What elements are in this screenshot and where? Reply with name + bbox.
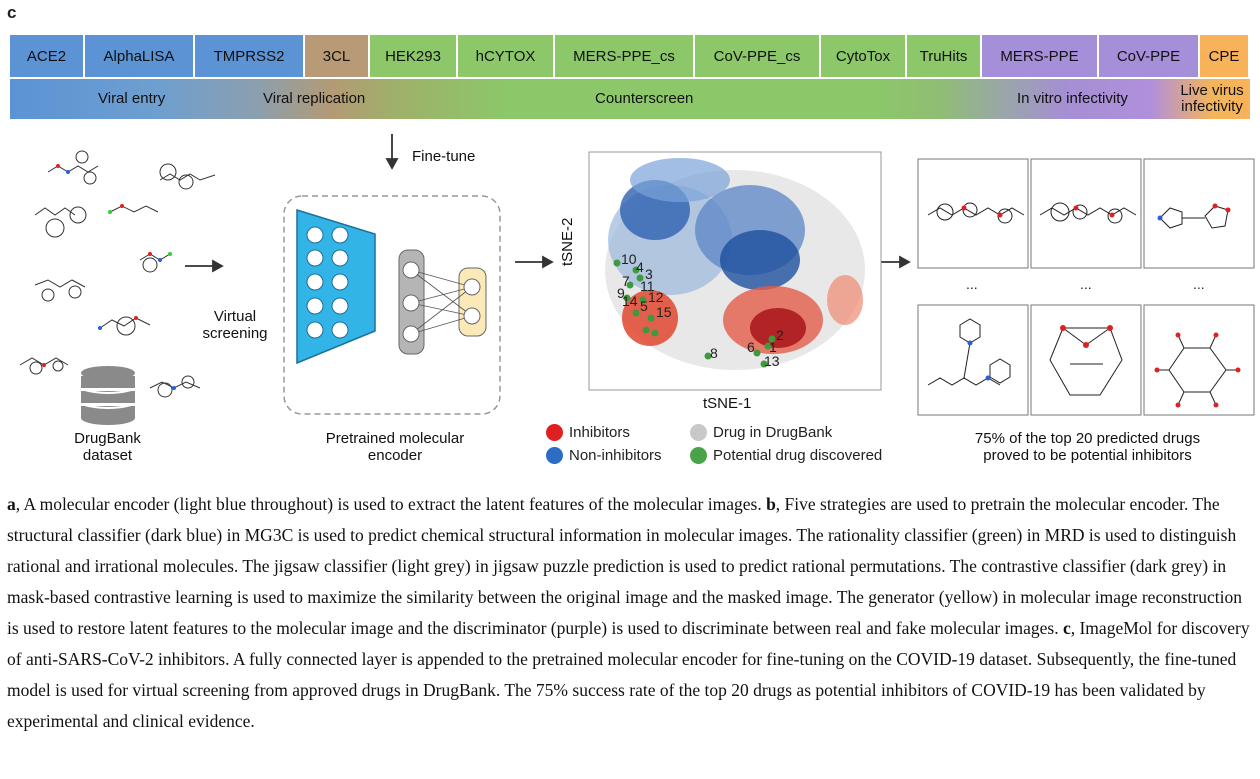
assay-cell: CoV-PPE bbox=[1099, 35, 1200, 77]
tsne-label: 1 bbox=[769, 339, 777, 355]
pretrained-encoder-label: Pretrained molecular encoder bbox=[325, 430, 465, 464]
caption-c-label: c bbox=[1062, 618, 1071, 638]
assay-cell: HEK293 bbox=[370, 35, 458, 77]
category-viral-replication: Viral replication bbox=[263, 90, 366, 107]
assay-cell: CoV-PPE_cs bbox=[695, 35, 821, 77]
assay-cell: CytoTox bbox=[821, 35, 907, 77]
tsne-label: 2 bbox=[776, 327, 784, 343]
tsne-label: 13 bbox=[764, 353, 780, 369]
tsne-x-label: tSNE-1 bbox=[703, 395, 752, 412]
tsne-y-label: tSNE-2 bbox=[559, 217, 576, 266]
assay-cell: TMPRSS2 bbox=[195, 35, 305, 77]
caption-b-text: , Five strategies are used to pretrain t… bbox=[7, 494, 1242, 638]
tsne-label: 3 bbox=[645, 266, 653, 282]
caption-b-label: b bbox=[766, 494, 776, 514]
database-icon bbox=[81, 366, 135, 425]
legend: Inhibitors Drug in DrugBank Non-inhibito… bbox=[546, 424, 906, 464]
molecule-sketches bbox=[19, 150, 216, 398]
ellipsis: ... bbox=[966, 276, 978, 292]
tsne-label: 5 bbox=[640, 298, 648, 314]
legend-dot-drugbank bbox=[690, 424, 707, 441]
assay-cell: ACE2 bbox=[10, 35, 85, 77]
caption-a-label: a bbox=[7, 494, 16, 514]
tsne-clusters bbox=[605, 158, 865, 370]
legend-potential-drug: Potential drug discovered bbox=[690, 447, 882, 464]
tsne-label: 15 bbox=[656, 304, 672, 320]
encoder-box bbox=[283, 195, 501, 415]
ellipsis: ... bbox=[1193, 276, 1205, 292]
legend-inhibitors: Inhibitors bbox=[546, 424, 666, 441]
assay-cell: MERS-PPE bbox=[982, 35, 1099, 77]
assay-cell: MERS-PPE_cs bbox=[555, 35, 695, 77]
assay-bar: ACE2 AlphaLISA TMPRSS2 3CL HEK293 hCYTOX MERS-… bbox=[10, 35, 1250, 77]
tsne-label: 11 bbox=[640, 278, 655, 294]
category-in-vitro: In vitro infectivity bbox=[1017, 90, 1128, 107]
assay-cell: CPE bbox=[1200, 35, 1250, 77]
tsne-label: 9 bbox=[617, 285, 625, 301]
virtual-screening-label: Virtual screening bbox=[202, 308, 268, 342]
assay-cell: 3CL bbox=[305, 35, 370, 77]
caption-c-text: , ImageMol for discovery of anti-SARS-Co… bbox=[7, 618, 1250, 731]
ellipsis: ... bbox=[1080, 276, 1092, 292]
caption-a-text: , A molecular encoder (light blue throug… bbox=[15, 494, 767, 514]
category-counterscreen: Counterscreen bbox=[595, 90, 694, 107]
legend-dot-non-inhibitors bbox=[546, 447, 563, 464]
figure-diagram bbox=[19, 134, 1255, 425]
fine-tune-label: Fine-tune bbox=[412, 148, 476, 165]
assay-cell: hCYTOX bbox=[458, 35, 555, 77]
tsne-label: 14 bbox=[622, 293, 638, 309]
tsne-label: 12 bbox=[648, 289, 664, 305]
drugbank-dataset-label: DrugBank dataset bbox=[74, 430, 141, 464]
legend-non-inhibitors: Non-inhibitors bbox=[546, 447, 666, 464]
legend-dot-potential-drug bbox=[690, 447, 707, 464]
category-viral-entry: Viral entry bbox=[98, 90, 166, 107]
assay-cell: TruHits bbox=[907, 35, 982, 77]
tsne-label: 4 bbox=[636, 259, 644, 275]
category-bar: Viral entry Viral replication Counterscr… bbox=[10, 79, 1250, 119]
tsne-label: 10 bbox=[621, 251, 637, 267]
figure-caption: a, A molecular encoder (light blue throu… bbox=[7, 489, 1253, 737]
tsne-green-points bbox=[613, 259, 776, 368]
tsne-label: 8 bbox=[710, 345, 718, 361]
legend-dot-inhibitors bbox=[546, 424, 563, 441]
legend-drugbank: Drug in DrugBank bbox=[690, 424, 832, 441]
assay-cell: AlphaLISA bbox=[85, 35, 195, 77]
panel-label: c bbox=[7, 3, 17, 22]
result-text: 75% of the top 20 predicted drugs proved… bbox=[974, 430, 1201, 464]
tsne-label: 7 bbox=[622, 273, 630, 289]
tsne-label: 6 bbox=[747, 339, 755, 355]
category-live-virus: Live virus infectivity bbox=[1180, 82, 1244, 115]
output-layer bbox=[458, 267, 487, 337]
